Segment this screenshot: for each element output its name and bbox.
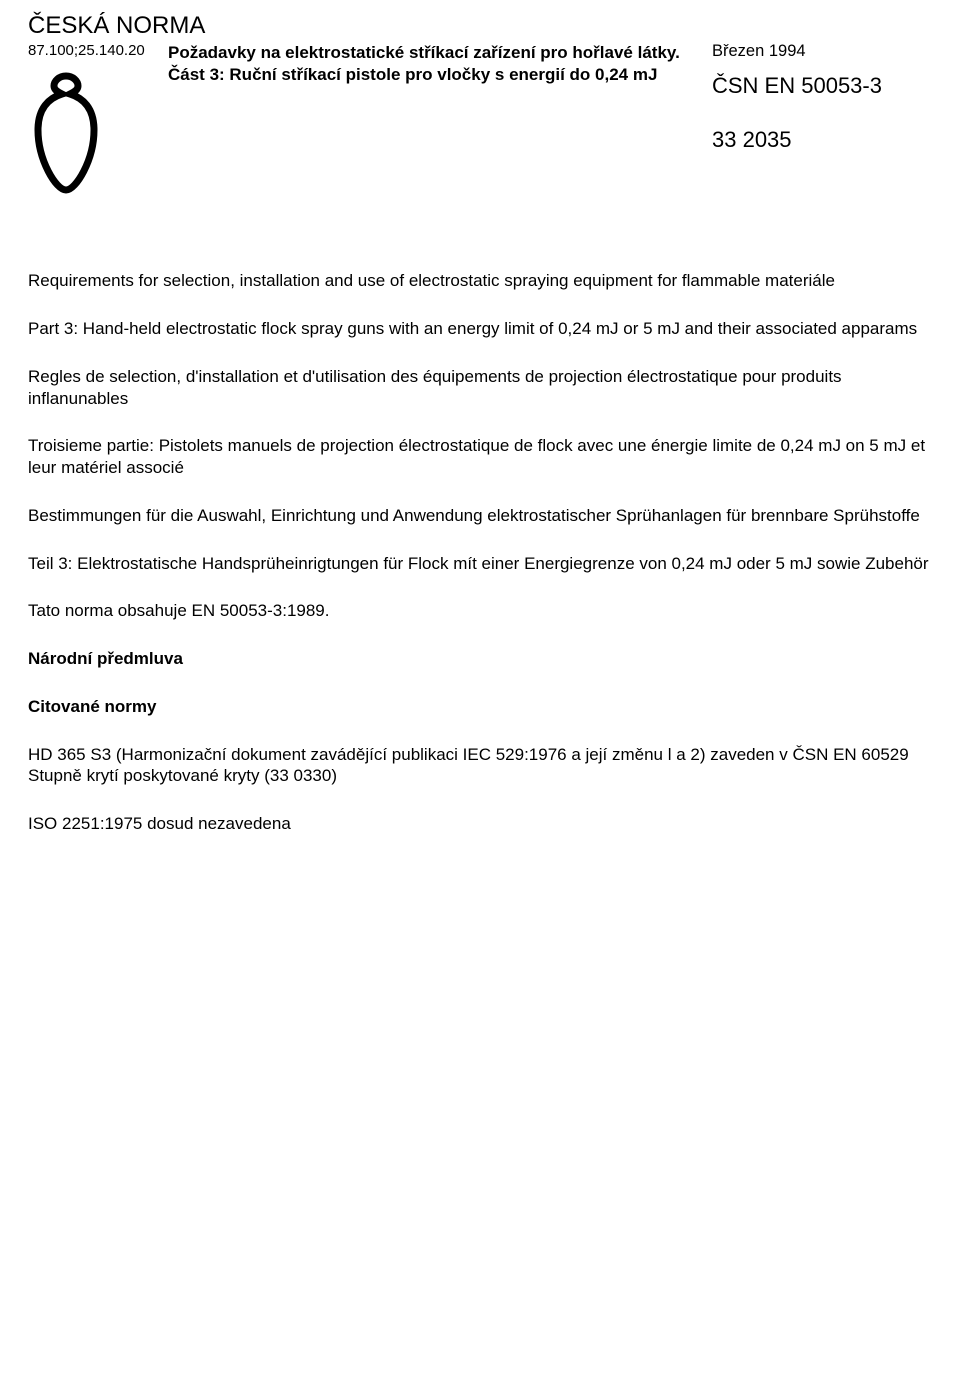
ics-code: 87.100;25.140.20 [28, 42, 166, 199]
german-title-para1: Bestimmungen für die Auswahl, Einrichtun… [28, 505, 932, 527]
body-block: Requirements for selection, installation… [28, 270, 932, 835]
french-title-para2: Troisieme partie: Pistolets manuels de p… [28, 435, 932, 479]
cited-standard-2: ISO 2251:1975 dosud nezavedena [28, 813, 932, 835]
logo-cell [28, 60, 166, 198]
document-heading: ČESKÁ NORMA [28, 12, 932, 40]
contains-note: Tato norma obsahuje EN 50053-3:1989. [28, 600, 932, 622]
cited-standard-1: HD 365 S3 (Harmonizační dokument zaváděj… [28, 744, 932, 788]
german-title-para2: Teil 3: Elektrostatische Handsprüheinrig… [28, 553, 932, 575]
french-title-para1: Regles de selection, d'installation et d… [28, 366, 932, 410]
cited-standards-heading: Citované normy [28, 696, 932, 718]
classification-number: 33 2035 [712, 127, 932, 153]
standard-code: ČSN EN 50053-3 [712, 73, 932, 99]
national-foreword-heading: Národní předmluva [28, 648, 932, 670]
english-title-para1: Requirements for selection, installation… [28, 270, 932, 292]
english-title-para2: Part 3: Hand-held electrostatic flock sp… [28, 318, 932, 340]
ics-code-text: 87.100;25.140.20 [28, 42, 145, 59]
header-block: 87.100;25.140.20 Požadavky na elektrosta… [28, 42, 932, 199]
document-page: ČESKÁ NORMA 87.100;25.140.20 Požadavky n… [0, 0, 960, 875]
standard-title: Požadavky na elektrostatické stříkací za… [168, 42, 712, 86]
title-column: Požadavky na elektrostatické stříkací za… [166, 42, 712, 86]
standard-logo-icon [28, 66, 104, 198]
right-column: Březen 1994 ČSN EN 50053-3 33 2035 [712, 42, 932, 153]
publication-date: Březen 1994 [712, 42, 932, 61]
